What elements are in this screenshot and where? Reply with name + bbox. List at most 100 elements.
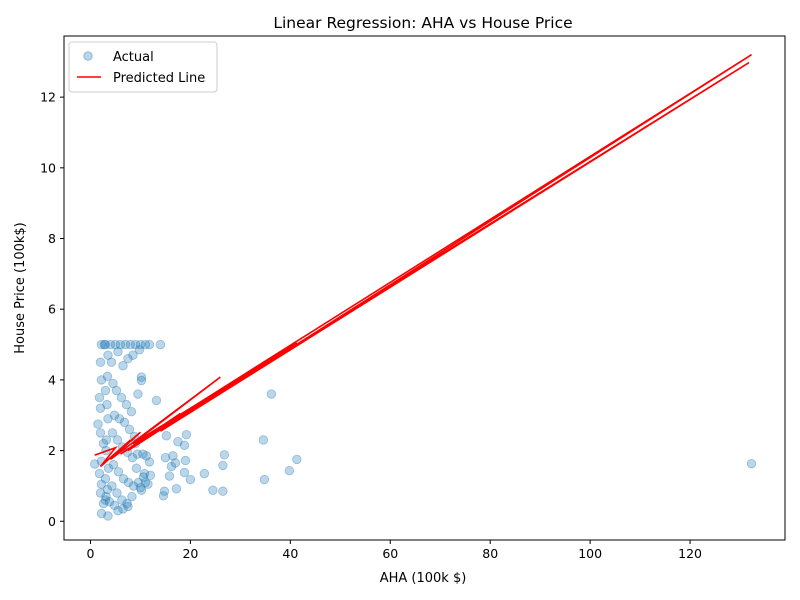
scatter-point xyxy=(164,471,175,481)
scatter-point xyxy=(185,474,196,485)
scatter-point xyxy=(123,353,133,364)
scatter-point xyxy=(173,437,183,447)
scatter-point xyxy=(124,424,135,435)
scatter-point xyxy=(135,482,146,493)
scatter-point xyxy=(284,466,295,476)
scatter-point xyxy=(258,435,269,445)
scatter-point xyxy=(95,357,106,367)
y-tick-label: 0 xyxy=(48,514,56,529)
scatter-point xyxy=(118,361,128,371)
scatter-point xyxy=(218,486,228,496)
y-axis: 0 2 4 6 8 10 12 xyxy=(40,90,64,529)
scatter-point xyxy=(93,419,103,429)
scatter-point xyxy=(100,495,111,505)
scatter-point xyxy=(131,463,142,473)
scatter-point xyxy=(94,392,105,403)
scatter-point xyxy=(144,339,155,350)
scatter-point xyxy=(102,484,113,495)
scatter-point xyxy=(130,339,141,350)
scatter-point xyxy=(168,451,178,461)
scatter-point xyxy=(99,339,110,350)
scatter-point xyxy=(126,407,137,417)
scatter-point xyxy=(122,498,132,509)
scatter-point xyxy=(101,435,112,445)
scatter-point xyxy=(114,414,125,424)
scatter-point xyxy=(103,350,113,360)
plot-marks xyxy=(90,54,757,521)
scatter-point xyxy=(138,472,149,482)
scatter-point xyxy=(118,474,129,484)
scatter-point xyxy=(170,458,181,468)
y-tick-label: 10 xyxy=(40,160,56,175)
scatter-point xyxy=(95,428,106,438)
scatter-point xyxy=(100,339,111,350)
scatter-point xyxy=(100,385,111,396)
x-tick-label: 100 xyxy=(578,546,602,561)
scatter-point xyxy=(136,485,147,495)
legend-box xyxy=(68,41,218,93)
scatter-point xyxy=(219,450,230,460)
y-tick-label: 8 xyxy=(48,231,56,246)
scatter-point xyxy=(180,455,191,466)
scatter-point xyxy=(96,375,107,385)
x-tick-label: 40 xyxy=(282,546,298,561)
scatter-point xyxy=(181,429,192,440)
y-tick-label: 6 xyxy=(48,302,56,317)
scatter-point xyxy=(98,438,109,449)
scatter-point xyxy=(160,452,171,463)
chart-title: Linear Regression: AHA vs House Price xyxy=(273,14,572,32)
scatter-point xyxy=(102,371,113,382)
scatter-point xyxy=(94,468,105,479)
scatter-point xyxy=(110,339,121,350)
x-tick-label: 60 xyxy=(382,546,398,561)
scatter-point xyxy=(108,378,118,389)
scatter-point xyxy=(111,385,122,396)
scatter-point xyxy=(140,339,151,350)
scatter-point xyxy=(113,346,123,357)
scatter-point xyxy=(96,508,107,519)
scatter-point xyxy=(107,481,117,491)
x-axis: 0 20 40 60 80 100 120 xyxy=(87,540,702,561)
x-tick-label: 0 xyxy=(87,546,95,561)
scatter-point xyxy=(136,375,147,386)
scatter-point xyxy=(125,339,136,350)
scatter-point xyxy=(266,389,277,399)
scatter-point xyxy=(112,435,123,445)
scatter-point xyxy=(292,454,302,465)
scatter-point xyxy=(133,477,144,488)
x-tick-label: 20 xyxy=(182,546,198,561)
scatter-point xyxy=(128,350,138,360)
scatter-point xyxy=(132,449,143,459)
scatter-point xyxy=(117,495,127,505)
scatter-point xyxy=(151,395,162,406)
scatter-point xyxy=(107,428,118,438)
scatter-point xyxy=(90,459,100,469)
scatter-point xyxy=(135,339,146,350)
scatter-point xyxy=(123,501,133,512)
scatter-point xyxy=(103,511,113,521)
scatter-point xyxy=(112,488,122,498)
scatter-point xyxy=(108,460,119,470)
legend-label-actual: Actual xyxy=(113,50,154,65)
scatter-point xyxy=(116,392,127,403)
scatter-point xyxy=(96,339,107,350)
x-axis-label: AHA (100k $) xyxy=(380,571,467,586)
scatter-point xyxy=(101,491,111,502)
x-tick-label: 120 xyxy=(678,546,702,561)
legend-marker-actual xyxy=(83,51,93,61)
scatter-point xyxy=(259,474,270,485)
plot-frame xyxy=(63,35,786,541)
scatter-point xyxy=(96,479,107,489)
scatter-point xyxy=(199,468,210,479)
y-axis-label: House Price (100k$) xyxy=(13,222,28,353)
scatter-point xyxy=(139,468,150,479)
y-tick-label: 2 xyxy=(48,443,56,458)
scatter-point xyxy=(103,414,113,424)
scatter-point xyxy=(95,403,106,413)
scatter-point xyxy=(118,504,128,514)
scatter-point xyxy=(113,467,124,477)
scatter-point xyxy=(159,486,170,496)
scatter-point xyxy=(113,505,123,516)
scatter-point xyxy=(166,461,177,472)
scatter-point xyxy=(144,457,155,467)
